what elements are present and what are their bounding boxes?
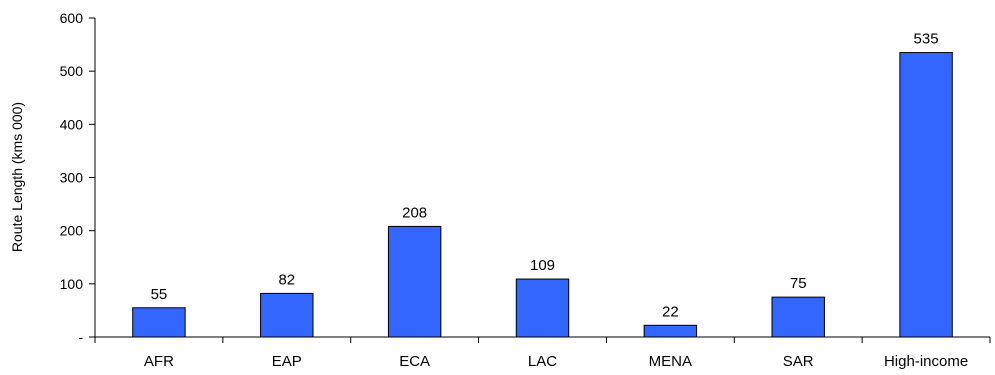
y-tick-label: 100 — [60, 276, 84, 292]
x-axis: AFR EAP ECA LAC MENA SAR High-income — [94, 336, 991, 370]
y-tick-label: 200 — [60, 223, 84, 239]
y-tick-label: 600 — [60, 10, 84, 26]
bar-eap — [260, 292, 314, 338]
data-label: 82 — [278, 271, 295, 288]
x-tick-label: SAR — [783, 353, 814, 370]
y-tick-label: 300 — [60, 170, 84, 186]
y-tick-label: - — [78, 329, 83, 345]
bar-eca — [387, 225, 442, 338]
data-label: 208 — [402, 204, 427, 221]
bar-sar — [771, 296, 825, 338]
bar-mena — [643, 324, 698, 338]
bar-series: 55 82 208 109 22 75 535 — [132, 31, 953, 338]
y-tick-label: 500 — [60, 63, 84, 79]
x-tick-label: AFR — [144, 353, 174, 370]
y-tick-label: 400 — [60, 116, 84, 132]
y-axis: - 100 200 300 400 500 600 — [60, 10, 96, 345]
bar-high-income — [899, 52, 953, 338]
x-tick-label: EAP — [272, 353, 302, 370]
bar-afr — [132, 307, 186, 338]
y-axis-title: Route Length (kms 000) — [9, 102, 25, 252]
data-label: 535 — [914, 31, 939, 48]
data-label: 75 — [790, 275, 807, 292]
data-label: 22 — [662, 303, 679, 320]
data-label: 55 — [151, 286, 168, 303]
x-tick-label: ECA — [399, 353, 430, 370]
x-tick-label: High-income — [884, 353, 968, 370]
bar-lac — [515, 278, 570, 338]
x-tick-label: LAC — [528, 353, 557, 370]
data-label: 109 — [530, 257, 555, 274]
x-tick-label: MENA — [649, 353, 692, 370]
